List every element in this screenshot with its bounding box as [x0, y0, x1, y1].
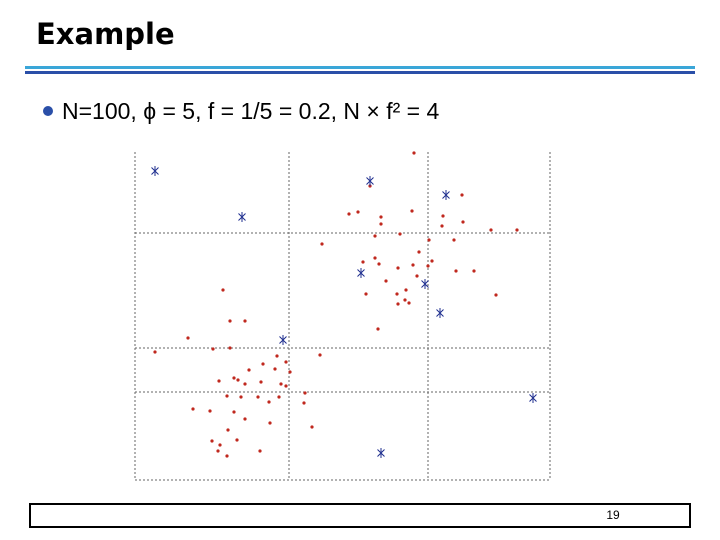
bullet-marker: [43, 106, 53, 116]
dot-point: [235, 438, 239, 442]
dot-point: [361, 260, 365, 264]
dot-point: [427, 238, 431, 242]
asterisk-point: [279, 335, 287, 345]
dot-point: [412, 151, 416, 155]
header-rule: [25, 71, 695, 74]
dot-point: [320, 242, 324, 246]
dot-point: [410, 209, 414, 213]
dot-point: [288, 370, 292, 374]
dot-point: [279, 382, 283, 386]
dot-point: [226, 428, 230, 432]
dot-point: [494, 293, 498, 297]
asterisk-point: [529, 393, 537, 403]
asterisk-point: [442, 190, 450, 200]
dot-point: [221, 288, 225, 292]
dot-point: [225, 454, 229, 458]
dot-point: [277, 395, 281, 399]
dot-point: [379, 215, 383, 219]
dot-point: [217, 379, 221, 383]
scatter-plot: [134, 151, 551, 481]
dot-point: [376, 327, 380, 331]
dot-point: [186, 336, 190, 340]
dot-point: [460, 193, 464, 197]
dot-point: [379, 222, 383, 226]
dot-point: [208, 409, 212, 413]
asterisk-point: [421, 279, 429, 289]
asterisk-point: [151, 166, 159, 176]
asterisk-point: [238, 212, 246, 222]
dot-point: [243, 417, 247, 421]
dot-point: [396, 266, 400, 270]
dot-point: [318, 353, 322, 357]
dot-point: [440, 224, 444, 228]
dot-point: [377, 262, 381, 266]
dot-point: [268, 421, 272, 425]
dot-point: [228, 319, 232, 323]
header-rule: [25, 66, 695, 69]
dot-point: [236, 378, 240, 382]
dot-point: [404, 288, 408, 292]
dot-point: [216, 449, 220, 453]
dot-point: [302, 401, 306, 405]
slide-title: Example: [36, 17, 175, 51]
page-number: 19: [606, 508, 620, 522]
dot-point: [153, 350, 157, 354]
dot-point: [347, 212, 351, 216]
dot-point: [461, 220, 465, 224]
dot-point: [261, 362, 265, 366]
dot-point: [396, 302, 400, 306]
dot-point: [275, 354, 279, 358]
dot-point: [256, 395, 260, 399]
dot-point: [364, 292, 368, 296]
dot-point: [273, 367, 277, 371]
dot-point: [218, 443, 222, 447]
dot-point: [398, 232, 402, 236]
dot-point: [232, 410, 236, 414]
dot-point: [426, 264, 430, 268]
dot-point: [515, 228, 519, 232]
dot-point: [267, 400, 271, 404]
dot-point: [310, 425, 314, 429]
dot-point: [259, 380, 263, 384]
dot-point: [211, 347, 215, 351]
dot-point: [384, 279, 388, 283]
dot-point: [284, 384, 288, 388]
dot-point: [373, 234, 377, 238]
dot-point: [210, 439, 214, 443]
dot-point: [403, 298, 407, 302]
asterisk-point: [357, 268, 365, 278]
dot-point: [258, 449, 262, 453]
asterisk-point: [377, 448, 385, 458]
dot-point: [225, 394, 229, 398]
asterisk-point: [366, 176, 374, 186]
dot-point: [415, 274, 419, 278]
dot-point: [411, 263, 415, 267]
asterisk-point: [436, 308, 444, 318]
dot-point: [472, 269, 476, 273]
dot-point: [247, 368, 251, 372]
dot-point: [239, 395, 243, 399]
dot-point: [407, 301, 411, 305]
bullet-text: N=100, ϕ = 5, f = 1/5 = 0.2, N × f² = 4: [62, 98, 439, 124]
dot-point: [395, 292, 399, 296]
dot-point: [191, 407, 195, 411]
dot-point: [430, 259, 434, 263]
dot-point: [373, 256, 377, 260]
dot-point: [441, 214, 445, 218]
dot-point: [243, 319, 247, 323]
dot-point: [454, 269, 458, 273]
dot-point: [243, 382, 247, 386]
dot-point: [228, 346, 232, 350]
footer-box: [29, 503, 691, 528]
dot-point: [284, 360, 288, 364]
dot-point: [417, 250, 421, 254]
dot-point: [232, 376, 236, 380]
dot-point: [489, 228, 493, 232]
dot-point: [356, 210, 360, 214]
dot-point: [303, 391, 307, 395]
dot-point: [452, 238, 456, 242]
